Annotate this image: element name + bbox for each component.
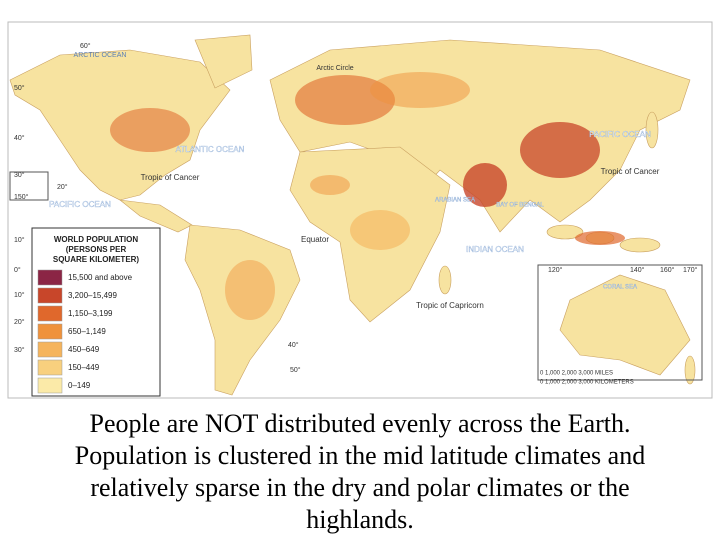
legend-label: 450–649: [68, 345, 100, 354]
legend-title: WORLD POPULATION: [54, 235, 139, 244]
caption-line: People are NOT distributed evenly across…: [89, 409, 631, 438]
density-patches: [110, 72, 625, 320]
legend-swatch: [37, 341, 63, 358]
grid-label: 60°: [80, 42, 91, 50]
grid-label: 10°: [14, 291, 25, 299]
map-label: PACIFIC OCEAN: [589, 130, 651, 139]
legend-swatch: [37, 359, 63, 376]
legend-swatch: [37, 287, 63, 304]
map-label: CORAL SEA: [603, 285, 637, 291]
legend-label: 650–1,149: [68, 327, 106, 336]
map-label: Tropic of Cancer: [141, 173, 200, 182]
map-label: Tropic of Cancer: [601, 167, 660, 176]
caption-line: Population is clustered in the mid latit…: [74, 441, 646, 470]
map-label: ARABIAN SEA: [435, 198, 475, 204]
grid-label: 50°: [290, 366, 301, 374]
caption-line: relatively sparse in the dry and polar c…: [90, 473, 630, 502]
grid-label: 140°: [630, 266, 645, 274]
grid-label: 170°: [683, 266, 698, 274]
map-label: PACIFIC OCEAN: [49, 200, 111, 209]
caption-line: highlands.: [306, 505, 414, 534]
grid-label: 120°: [548, 266, 563, 274]
grid-label: 20°: [57, 183, 68, 191]
grid-label: 50°: [14, 84, 25, 92]
map-label: Equator: [301, 235, 329, 244]
map-label: Arctic Circle: [316, 65, 353, 72]
legend-label: 3,200–15,499: [68, 291, 117, 300]
map-label: Tropic of Capricorn: [416, 301, 484, 310]
map-label: ATLANTIC OCEAN: [176, 145, 245, 154]
population-map: ARCTIC OCEAN Arctic Circle ATLANTIC OCEAN P…: [7, 21, 713, 399]
scale-label: 0 1,000 2,000 3,000 KILOMETERS: [540, 380, 634, 386]
grid-label: 0°: [14, 266, 21, 274]
grid-label: 40°: [288, 341, 299, 349]
grid-label: 10°: [14, 236, 25, 244]
legend-swatch: [37, 323, 63, 340]
legend-swatch: [37, 269, 63, 286]
legend-swatch: [37, 305, 63, 322]
scale-label: 0 1,000 2,000 3,000 MILES: [540, 371, 613, 377]
map-label: ARCTIC OCEAN: [74, 52, 127, 59]
legend-title: SQUARE KILOMETER): [53, 255, 140, 264]
grid-label: 160°: [660, 266, 675, 274]
grid-label: 150°: [14, 193, 29, 201]
map-label: INDIAN OCEAN: [466, 245, 524, 254]
inset-frame: [9, 171, 49, 201]
legend-swatch: [37, 377, 63, 394]
inset-frame: [537, 264, 703, 381]
grid-label: 30°: [14, 171, 25, 179]
legend-label: 1,150–3,199: [68, 309, 113, 318]
legend-label: 0–149: [68, 381, 91, 390]
grid-label: 30°: [14, 346, 25, 354]
legend-title: (PERSONS PER: [66, 245, 127, 254]
grid-label: 40°: [14, 134, 25, 142]
legend-label: 15,500 and above: [68, 273, 133, 282]
map-label: BAY OF BENGAL: [496, 203, 544, 209]
legend-label: 150–449: [68, 363, 100, 372]
grid-label: 20°: [14, 318, 25, 326]
